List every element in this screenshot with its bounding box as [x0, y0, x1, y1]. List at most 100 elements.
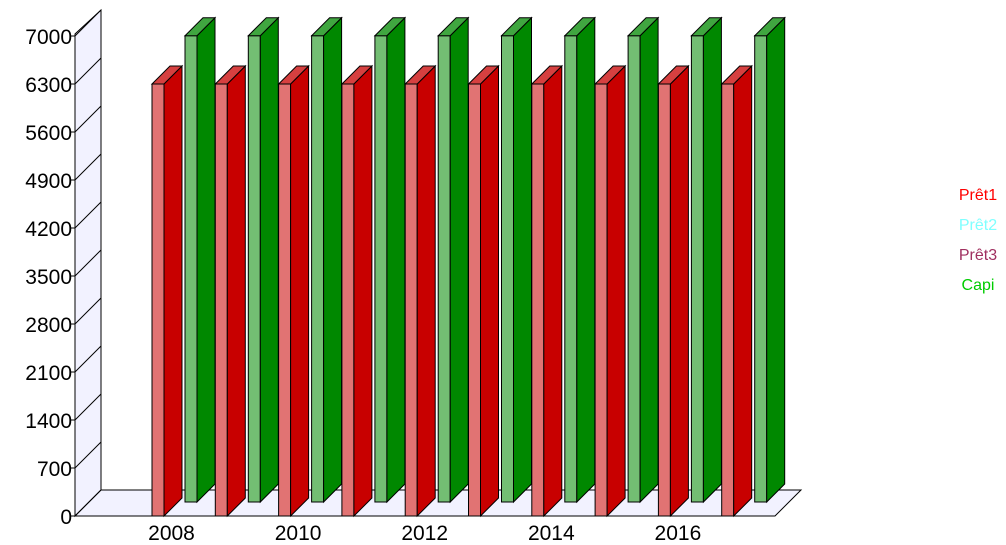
bar-side	[733, 64, 753, 518]
bar-front	[754, 35, 768, 503]
bar-top	[626, 17, 660, 37]
bar-side	[766, 16, 786, 504]
y-tick-label: 6300	[25, 74, 72, 97]
x-tick-label: 2010	[275, 522, 322, 545]
bar-top	[183, 17, 217, 37]
bar-side	[259, 16, 279, 504]
bar-side	[416, 64, 436, 518]
bar-top	[247, 17, 280, 37]
bar-front	[564, 35, 578, 503]
y-gridline	[74, 345, 102, 373]
bar-front	[341, 83, 355, 517]
legend-item: Prêt1	[958, 187, 998, 204]
bar-top	[563, 17, 597, 37]
y-tick-label: 4900	[25, 170, 72, 193]
bar-top	[214, 65, 247, 85]
bar-front	[594, 83, 608, 517]
bar	[626, 16, 660, 504]
bar-front	[437, 35, 451, 503]
y-tick-label: 700	[37, 458, 72, 481]
legend-item: Prêt2	[958, 217, 998, 234]
bar-top	[500, 17, 533, 37]
bar-side	[543, 64, 563, 518]
y-gridline	[74, 393, 102, 421]
y-gridline	[74, 441, 102, 469]
bar-top	[340, 65, 374, 85]
bar-front	[468, 83, 481, 517]
bars	[150, 16, 786, 518]
bar	[690, 16, 723, 504]
bar	[593, 64, 627, 518]
y-gridline	[74, 105, 102, 133]
bar-front	[374, 35, 388, 503]
bar-front	[501, 35, 514, 503]
bar-front	[151, 83, 165, 517]
bar-side	[669, 64, 689, 518]
bar-front	[247, 35, 261, 503]
legend-item: Prêt3	[958, 247, 998, 264]
bar	[720, 64, 753, 518]
bar-front	[657, 83, 671, 517]
bar-side	[353, 64, 373, 518]
legend: Prêt1 Prêt2 Prêt3 Capi	[948, 186, 1006, 306]
y-tick-label: 5600	[25, 122, 72, 145]
y-tick-label: 2100	[25, 362, 72, 385]
bar-top	[467, 65, 500, 85]
bar	[403, 64, 437, 518]
bar-top	[436, 17, 470, 37]
bar-front	[214, 83, 228, 517]
bar-side	[386, 16, 406, 504]
bar	[340, 64, 374, 518]
bar-front	[627, 35, 641, 503]
bar	[183, 16, 217, 504]
bar-front	[690, 35, 704, 503]
y-gridline	[74, 9, 102, 37]
bar	[530, 64, 564, 518]
x-tick-label: 2008	[148, 522, 195, 545]
bar-top	[150, 65, 184, 85]
bar-side	[449, 16, 469, 504]
bar-top	[403, 65, 437, 85]
bar	[467, 64, 500, 518]
x-tick-label: 2012	[401, 522, 448, 545]
bar	[563, 16, 597, 504]
bar-front	[721, 83, 735, 517]
legend-item: Capi	[961, 277, 995, 294]
bar-side	[290, 64, 310, 518]
bar-front	[404, 83, 418, 517]
bar-front	[278, 83, 292, 517]
bar-front	[184, 35, 198, 503]
x-axis: 2008 2010 2012 2014 2016	[148, 522, 701, 545]
bar	[753, 16, 786, 504]
y-tick-label: 4200	[25, 218, 72, 241]
y-tick-label: 1400	[25, 410, 72, 433]
y-tick-label: 2800	[25, 314, 72, 337]
bar	[277, 64, 310, 518]
bar	[436, 16, 470, 504]
y-gridline	[74, 153, 102, 181]
y-axis: 0 700 1400 2100 2800 3500 4200 4900 5600 6300 7000	[25, 9, 102, 529]
bar-side	[323, 16, 343, 504]
bar-top	[530, 65, 564, 85]
y-tick-label: 7000	[25, 26, 72, 49]
x-tick-label: 2014	[528, 522, 575, 545]
bar-side	[606, 64, 626, 518]
y-gridline	[74, 489, 102, 517]
bar	[214, 64, 247, 518]
bar-side	[702, 16, 722, 504]
bar-front	[311, 35, 325, 503]
bar-side	[513, 16, 532, 504]
bar	[150, 64, 184, 518]
bar-side	[163, 64, 183, 518]
bar-top	[720, 65, 753, 85]
bar	[373, 16, 407, 504]
y-gridline	[74, 297, 102, 325]
bar-top	[593, 65, 627, 85]
bar-top	[657, 65, 690, 85]
bar	[247, 16, 280, 504]
y-gridline	[74, 57, 102, 85]
bar-top	[753, 17, 786, 37]
bar-top	[310, 17, 343, 37]
y-tick-label: 0	[60, 506, 72, 529]
